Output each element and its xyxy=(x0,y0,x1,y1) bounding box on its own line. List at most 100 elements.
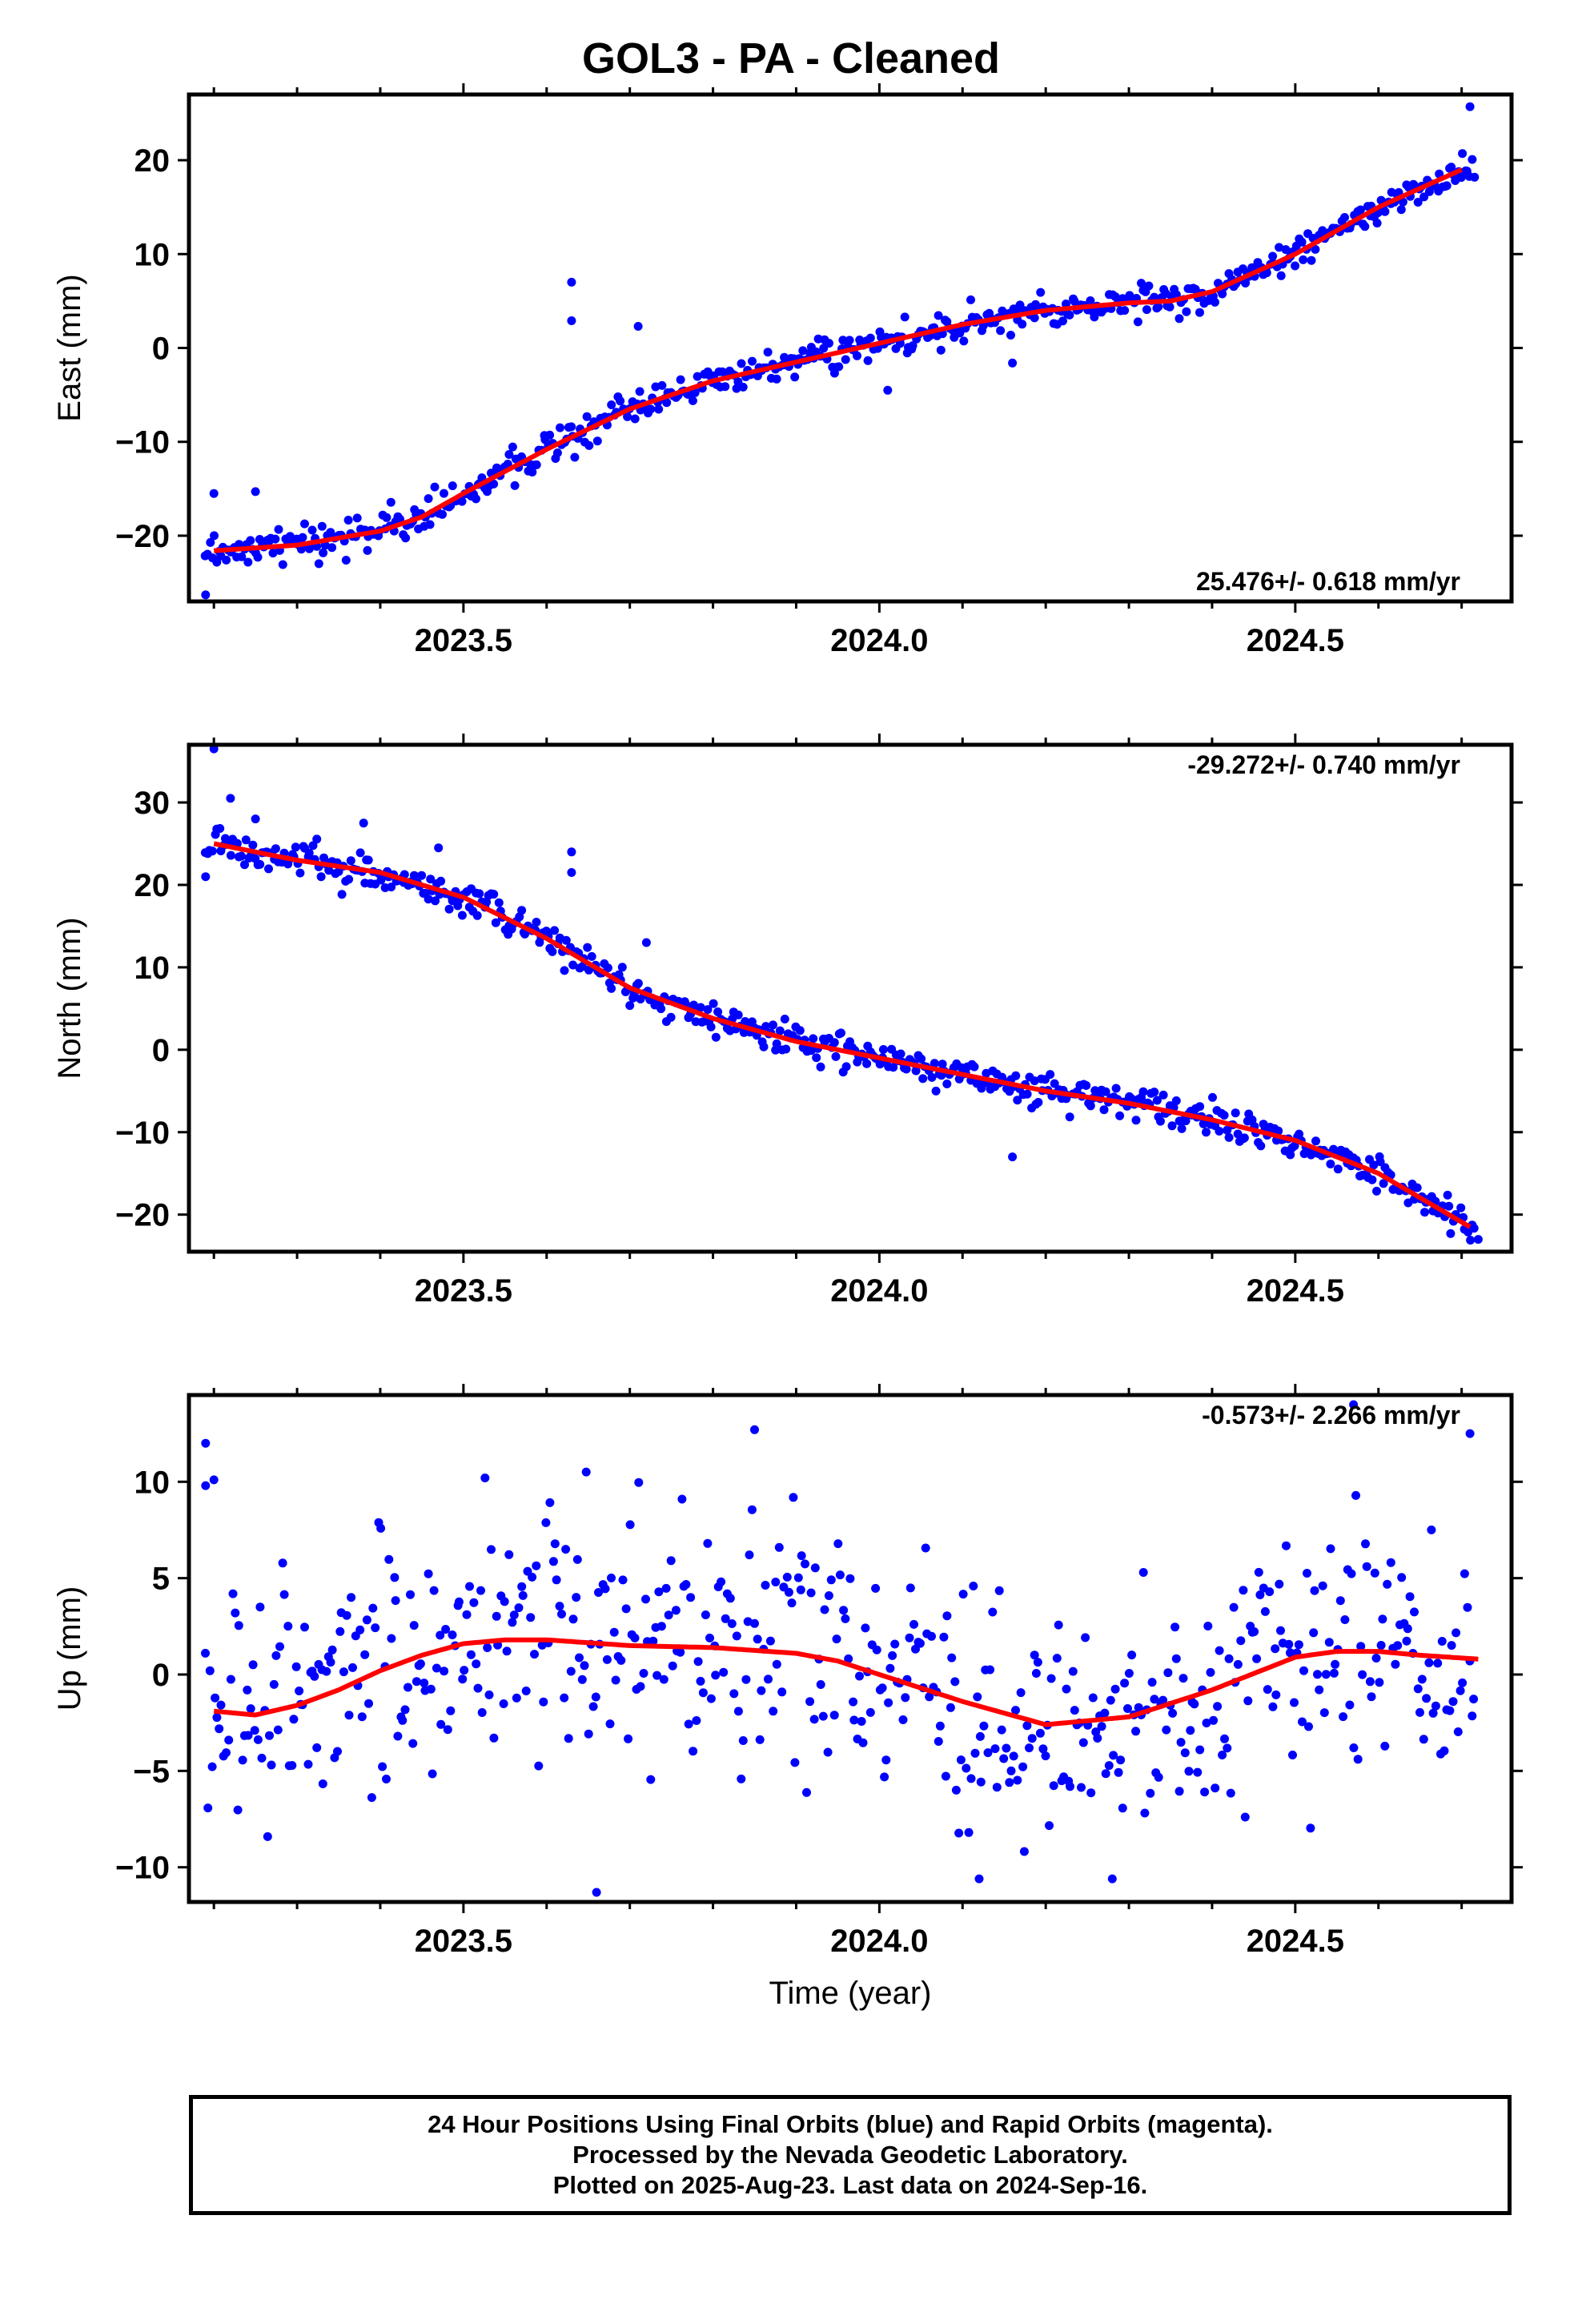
data-point xyxy=(1260,1606,1270,1616)
data-point xyxy=(1226,1788,1235,1798)
data-point xyxy=(528,468,537,476)
data-point xyxy=(1099,1105,1109,1115)
data-point xyxy=(1030,1076,1039,1086)
data-point xyxy=(472,911,482,920)
data-point xyxy=(777,1687,787,1697)
up-axis-title: Up (mm) xyxy=(52,1586,87,1711)
data-point xyxy=(360,1650,370,1659)
data-point xyxy=(472,1659,481,1669)
data-point xyxy=(206,537,215,547)
data-point xyxy=(1329,1668,1339,1678)
data-point xyxy=(489,890,499,899)
data-point xyxy=(482,898,492,907)
data-point xyxy=(1195,1745,1205,1755)
outlier-point xyxy=(567,847,576,857)
data-point xyxy=(1413,1684,1423,1694)
data-point xyxy=(367,1793,376,1803)
data-point xyxy=(829,1711,839,1720)
data-point xyxy=(698,1688,708,1698)
data-point xyxy=(878,1045,888,1054)
data-point xyxy=(552,1575,561,1585)
data-point xyxy=(346,856,355,866)
outlier-point xyxy=(226,794,235,803)
data-point xyxy=(733,1010,743,1019)
data-point xyxy=(1070,296,1079,306)
data-point xyxy=(1415,1707,1424,1717)
data-point xyxy=(1453,1727,1463,1736)
data-point xyxy=(789,1493,798,1502)
y-tick-label: −20 xyxy=(115,1198,170,1233)
data-point xyxy=(838,336,848,345)
data-point xyxy=(732,1631,741,1641)
data-point xyxy=(857,1717,866,1726)
data-point xyxy=(1397,1573,1407,1582)
data-point xyxy=(363,545,372,555)
data-point xyxy=(1208,1092,1217,1102)
data-point xyxy=(269,1679,279,1689)
data-point xyxy=(1193,1767,1203,1777)
data-point xyxy=(355,1625,365,1634)
data-point xyxy=(510,480,520,490)
data-point xyxy=(1386,1558,1395,1567)
data-point xyxy=(1140,1808,1150,1818)
data-point xyxy=(772,374,781,384)
data-point xyxy=(1086,1788,1096,1798)
data-point xyxy=(741,1675,751,1684)
data-point xyxy=(250,1726,259,1735)
data-point xyxy=(226,1675,235,1684)
data-point xyxy=(962,1763,971,1773)
data-point xyxy=(636,1682,645,1691)
outlier-point xyxy=(633,322,643,331)
data-point xyxy=(738,382,748,392)
data-point xyxy=(780,352,789,362)
data-point xyxy=(568,1614,578,1624)
data-point xyxy=(641,1594,650,1604)
data-point xyxy=(884,1698,893,1707)
data-point xyxy=(1170,1622,1180,1632)
data-point xyxy=(639,1669,648,1678)
data-point xyxy=(393,1731,403,1741)
data-point xyxy=(545,1498,555,1507)
data-point xyxy=(314,559,323,569)
data-point xyxy=(520,929,529,939)
data-point xyxy=(725,1594,735,1603)
y-tick-label: 5 xyxy=(152,1562,170,1597)
data-point xyxy=(1331,1659,1340,1669)
data-point xyxy=(560,1693,569,1703)
data-point xyxy=(1138,1568,1148,1577)
data-point xyxy=(1224,1132,1234,1142)
data-point xyxy=(387,1634,396,1643)
data-point xyxy=(1347,1569,1356,1578)
data-point xyxy=(607,1573,616,1582)
data-point xyxy=(1250,1627,1259,1636)
data-point xyxy=(1439,1746,1449,1755)
data-point xyxy=(1233,1659,1243,1669)
data-point xyxy=(575,1653,584,1663)
x-tick-label: 2023.5 xyxy=(415,1273,512,1309)
data-point xyxy=(654,1587,664,1597)
data-point xyxy=(504,1550,514,1559)
x-axis-title: Time (year) xyxy=(769,1976,932,2011)
data-point xyxy=(273,1725,283,1735)
y-tick-label: 10 xyxy=(135,951,171,986)
y-tick-label: 0 xyxy=(152,1658,170,1693)
data-point xyxy=(1144,281,1154,291)
data-point xyxy=(438,509,447,519)
data-point xyxy=(1213,1702,1223,1711)
data-point xyxy=(818,1711,828,1721)
data-point xyxy=(327,1645,337,1655)
data-point xyxy=(900,312,909,322)
data-point xyxy=(862,1059,872,1068)
data-point xyxy=(1115,1111,1125,1120)
data-point xyxy=(436,1630,445,1640)
data-point xyxy=(572,1554,582,1564)
data-point xyxy=(1304,1722,1313,1731)
data-point xyxy=(849,1715,859,1725)
data-point xyxy=(921,1543,930,1553)
data-point xyxy=(222,1748,231,1758)
data-point xyxy=(983,1748,993,1758)
data-point xyxy=(684,1719,693,1729)
data-point xyxy=(327,543,337,553)
data-point xyxy=(432,1663,441,1673)
data-point xyxy=(233,1805,243,1815)
